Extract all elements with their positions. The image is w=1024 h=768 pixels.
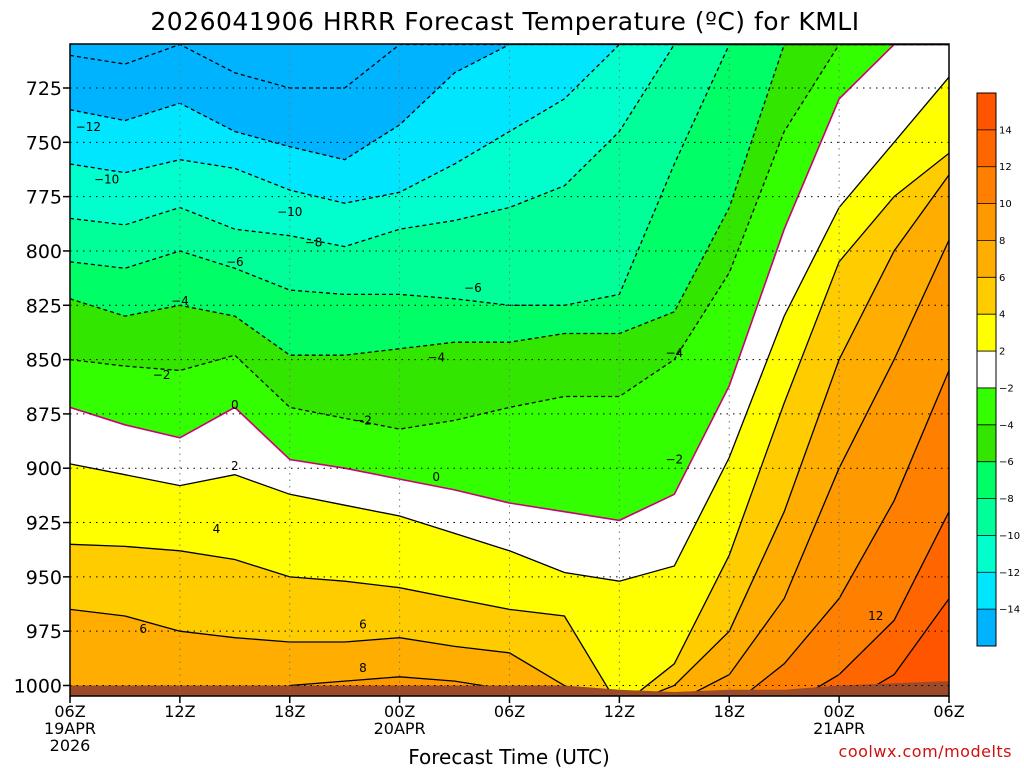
isotherm--4 — [70, 44, 949, 356]
colorbar-swatch — [977, 314, 996, 352]
x-tick-label: 18Z — [714, 702, 745, 721]
isotherm-10 — [742, 370, 949, 696]
x-tick-label: 18Z — [274, 702, 305, 721]
x-axis-label: Forecast Time (UTC) — [408, 745, 610, 768]
contour-label: 6 — [139, 622, 147, 636]
colorbar-swatch — [977, 387, 996, 426]
colorbar-tick-label: 6 — [999, 273, 1005, 284]
contour-label: −2 — [153, 368, 171, 382]
contour-label: 6 — [359, 618, 367, 632]
contour-label: −4 — [427, 350, 445, 364]
isotherm-4 — [70, 152, 949, 696]
colorbar-tick-label: −4 — [999, 420, 1014, 431]
colorbar-swatch — [977, 166, 996, 205]
x-tick-label: 06Z — [54, 702, 85, 721]
colorbar-swatch — [977, 535, 996, 573]
contour-label: −2 — [354, 413, 372, 427]
contour-label: 4 — [213, 522, 221, 536]
contour-label: −6 — [464, 281, 482, 295]
colorbar-tick-label: 4 — [999, 310, 1005, 321]
colorbar-tick-label: −10 — [999, 531, 1020, 542]
contour-label: −10 — [94, 172, 119, 186]
x-tick-label: 19APR — [44, 719, 96, 738]
colorbar-tick-label: 2 — [999, 347, 1005, 358]
contour-label: 12 — [868, 609, 883, 623]
colorbar-swatch — [977, 129, 996, 168]
x-tick-label: 20APR — [374, 719, 426, 738]
isotherm-6 — [70, 174, 949, 696]
y-axis: 725 750 775 800 825 850 875 900 925 950 975 1000 — [14, 78, 70, 697]
colorbar-swatch — [977, 609, 996, 647]
contour-label: 8 — [359, 661, 367, 675]
colorbar-frame — [976, 92, 997, 647]
colorbar-tick-label: 12 — [999, 162, 1012, 173]
isotherm--2 — [70, 44, 949, 430]
x-tick-label: 06Z — [933, 702, 964, 721]
y-tick-label: 975 — [26, 621, 62, 643]
contour-label: −6 — [226, 255, 244, 269]
contour-label: −10 — [277, 205, 302, 219]
colorbar-swatch — [977, 424, 996, 463]
colorbar: 14 12 10 8 6 4 2 −2 −4 −6 −8 −10 −12 −14 — [976, 92, 1020, 647]
colorbar-tick-label: 14 — [999, 125, 1012, 136]
grid — [70, 44, 949, 696]
contour-label: 2 — [231, 459, 239, 473]
y-tick-label: 750 — [26, 132, 62, 154]
colorbar-tick-label: 10 — [999, 199, 1012, 210]
temp-band-14 — [857, 598, 949, 696]
contour-label: −2 — [665, 453, 683, 467]
colorbar-tick-label: −6 — [999, 457, 1014, 468]
y-tick-label: 825 — [26, 295, 62, 317]
contour-label: 0 — [231, 398, 239, 412]
colorbar-swatch — [977, 93, 996, 131]
temp-band-4 — [70, 153, 949, 696]
colorbar-swatch — [977, 351, 996, 389]
contour-label: −12 — [76, 120, 101, 134]
y-tick-label: 1000 — [14, 675, 62, 697]
y-tick-label: 950 — [26, 567, 62, 589]
colorbar-tick-label: −12 — [999, 568, 1020, 579]
colorbar-tick-label: 8 — [999, 236, 1005, 247]
x-tick-label: 2026 — [50, 736, 91, 755]
temp-band-2 — [70, 77, 949, 696]
y-tick-label: 900 — [26, 458, 62, 480]
colorbar-swatch — [977, 498, 996, 536]
x-tick-label: 00Z — [384, 702, 415, 721]
x-tick-label: 06Z — [494, 702, 525, 721]
colorbar-swatch — [977, 240, 996, 278]
colorbar-tick-label: −14 — [999, 605, 1020, 616]
x-tick-label: 00Z — [823, 702, 854, 721]
y-tick-label: 725 — [26, 78, 62, 100]
contour-label: 0 — [432, 470, 440, 484]
y-tick-label: 800 — [26, 241, 62, 263]
chart-title: 2026041906 HRRR Forecast Temperature (ºC… — [150, 7, 859, 36]
x-tick-label: 21APR — [813, 719, 865, 738]
contour-label: −4 — [171, 294, 189, 308]
y-tick-label: 775 — [26, 187, 62, 209]
isotherm--10 — [70, 44, 949, 204]
contour-label: −4 — [665, 346, 683, 360]
colorbar-swatch — [977, 461, 996, 500]
x-tick-label: 12Z — [164, 702, 195, 721]
isotherm-0 — [70, 44, 949, 522]
contour-label: −8 — [305, 235, 323, 249]
x-tick-label: 12Z — [604, 702, 635, 721]
colorbar-swatch — [977, 277, 996, 315]
isotherm--14 — [70, 44, 949, 89]
y-tick-label: 850 — [26, 350, 62, 372]
y-tick-label: 875 — [26, 404, 62, 426]
isotherm-2 — [70, 76, 949, 582]
colorbar-swatch — [977, 572, 996, 610]
credit-text: coolwx.com/modelts — [839, 742, 1012, 761]
colorbar-swatch — [977, 203, 996, 241]
colorbar-tick-label: −8 — [999, 494, 1014, 505]
y-tick-label: 925 — [26, 513, 62, 535]
colorbar-tick-label: −2 — [999, 383, 1014, 394]
contour-labels: −12 −10 −10 −8 −6 −6 −4 −4 −4 −2 −2 −2 0 0 2 4 6 6 8 12 — [76, 120, 884, 675]
